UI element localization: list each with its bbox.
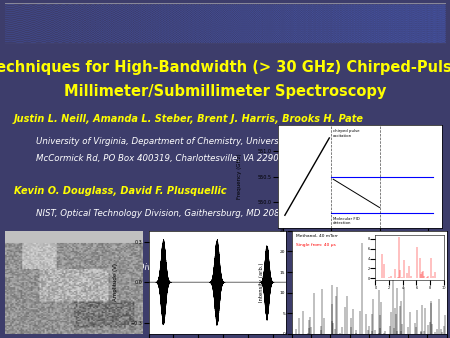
- X-axis label: Time (μs): Time (μs): [347, 245, 373, 250]
- Text: Techniques for High-Bandwidth (> 30 GHz) Chirped-Pulse: Techniques for High-Bandwidth (> 30 GHz)…: [0, 60, 450, 75]
- Y-axis label: Intensity (arb.): Intensity (arb.): [259, 263, 264, 302]
- Text: Kevin O. Douglass, David F. Plusquellic: Kevin O. Douglass, David F. Plusquellic: [14, 186, 226, 196]
- Text: Millimeter/Submillimeter Spectroscopy: Millimeter/Submillimeter Spectroscopy: [64, 84, 386, 99]
- Text: Single from: 40 μs: Single from: 40 μs: [296, 243, 336, 247]
- Text: Methanol, 40 mTorr: Methanol, 40 mTorr: [296, 234, 338, 238]
- Text: McCormick Rd, PO Box 400319, Charlottesville, VA 22904: McCormick Rd, PO Box 400319, Charlottesv…: [36, 154, 284, 163]
- Y-axis label: Frequency (GHz): Frequency (GHz): [237, 154, 242, 199]
- Text: NIST, Optical Technology Division, Gaithersburg, MD 20899: NIST, Optical Technology Division, Gaith…: [36, 210, 291, 218]
- Text: Eyal Gerecht: Eyal Gerecht: [14, 239, 83, 249]
- Text: Molecular FID
detection: Molecular FID detection: [333, 217, 360, 225]
- Y-axis label: Amplitude (V): Amplitude (V): [113, 263, 118, 301]
- Text: University of Virginia, Department of Chemistry, University of Virginia,: University of Virginia, Department of Ch…: [36, 138, 339, 146]
- Text: chirped pulse
excitation: chirped pulse excitation: [333, 129, 360, 138]
- Text: Justin L. Neill, Amanda L. Steber, Brent J. Harris, Brooks H. Pate: Justin L. Neill, Amanda L. Steber, Brent…: [14, 114, 364, 124]
- Text: NIST, Electromagnetics Division, Boulder, CO 80305: NIST, Electromagnetics Division, Boulder…: [36, 263, 258, 271]
